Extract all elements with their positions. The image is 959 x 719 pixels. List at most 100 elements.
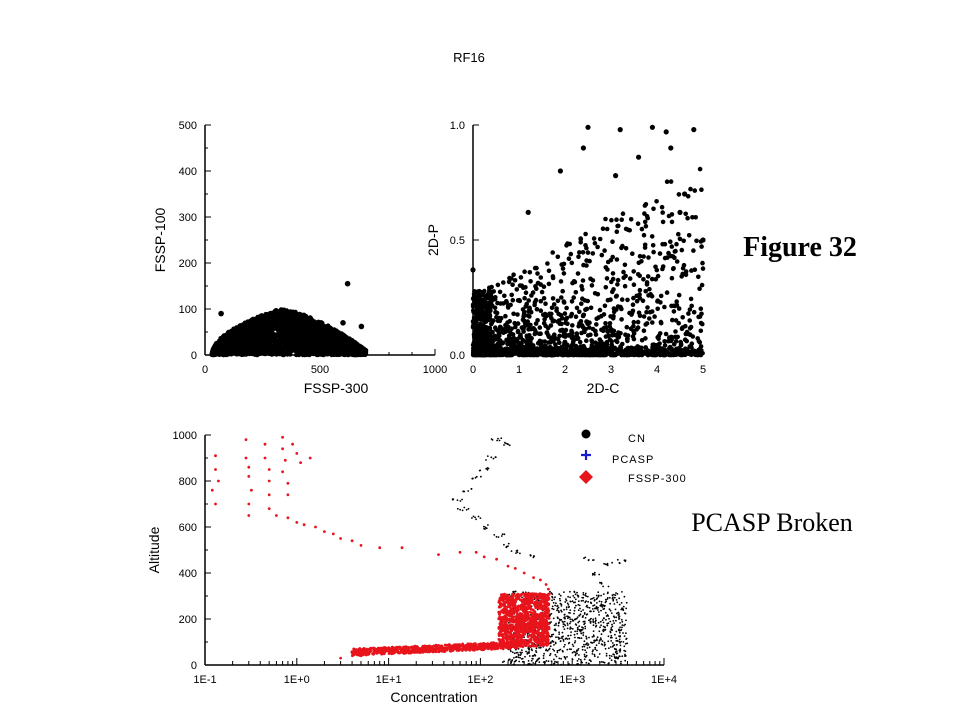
fssp-point bbox=[310, 330, 316, 335]
twod-point bbox=[683, 323, 688, 329]
twod-point bbox=[580, 313, 586, 319]
twod-x-label: 2D-C bbox=[587, 380, 620, 396]
twod-point bbox=[611, 287, 616, 292]
twod-point bbox=[662, 255, 668, 261]
cn-point bbox=[529, 554, 532, 556]
twod-point bbox=[696, 339, 702, 344]
twod-point bbox=[635, 221, 641, 226]
twod-point bbox=[581, 262, 586, 268]
twod-point bbox=[498, 301, 504, 306]
fssp-point bbox=[276, 309, 281, 314]
cn-point bbox=[582, 593, 585, 596]
twod-point bbox=[513, 322, 519, 327]
cn-point bbox=[603, 562, 605, 565]
twod-point bbox=[554, 306, 559, 311]
cn-point bbox=[582, 592, 585, 594]
cn-point bbox=[517, 656, 520, 659]
twod-point bbox=[651, 249, 656, 255]
twod-point bbox=[518, 341, 524, 347]
twod-point bbox=[584, 245, 589, 251]
twod-point bbox=[518, 335, 524, 340]
twod-point bbox=[519, 283, 525, 289]
fssp-point bbox=[321, 346, 327, 352]
twod-point bbox=[636, 154, 642, 160]
cn-point bbox=[571, 643, 574, 646]
twod-point bbox=[521, 347, 526, 352]
twod-point bbox=[677, 209, 683, 215]
cn-point bbox=[531, 655, 534, 657]
twod-point bbox=[500, 341, 505, 346]
fssp-y-tick-label: 300 bbox=[179, 212, 197, 224]
twod-point bbox=[690, 334, 696, 339]
fssp-point bbox=[349, 346, 355, 351]
twod-point bbox=[699, 244, 704, 249]
twod-point bbox=[600, 349, 606, 354]
twod-point bbox=[503, 313, 508, 319]
twod-y-label: 2D-P bbox=[425, 224, 441, 256]
twod-point bbox=[659, 346, 665, 351]
twod-point bbox=[541, 284, 547, 290]
fssp-point bbox=[223, 333, 228, 339]
cn-point bbox=[483, 525, 485, 528]
fssp-point bbox=[234, 335, 240, 341]
fssp-point bbox=[313, 345, 319, 351]
twod-point bbox=[697, 166, 703, 172]
twod-point bbox=[691, 309, 697, 315]
twod-point bbox=[658, 293, 664, 299]
fssp-point bbox=[305, 327, 310, 333]
twod-point bbox=[631, 282, 637, 288]
fssp-point bbox=[268, 322, 274, 327]
cn-point bbox=[543, 652, 545, 655]
fssp-point bbox=[322, 340, 327, 345]
twod-point bbox=[478, 310, 483, 316]
twod-point bbox=[498, 315, 504, 321]
cn-point bbox=[474, 516, 476, 519]
cn-point bbox=[569, 596, 571, 599]
cn-point bbox=[507, 443, 509, 446]
fssp-y-tick-label: 100 bbox=[179, 304, 197, 316]
fssp-point bbox=[246, 325, 251, 330]
twod-point bbox=[583, 307, 588, 313]
twod-point bbox=[682, 337, 688, 343]
cn-point bbox=[485, 459, 487, 461]
fssp-point bbox=[262, 348, 268, 354]
fssp-point bbox=[308, 324, 314, 329]
fssp-point bbox=[302, 321, 308, 326]
twod-point bbox=[656, 336, 661, 342]
cn-point bbox=[508, 444, 511, 447]
cn-point bbox=[592, 618, 595, 621]
twod-point bbox=[614, 257, 620, 262]
twod-point bbox=[476, 316, 481, 321]
twod-point bbox=[560, 288, 565, 294]
cn-point bbox=[467, 507, 470, 510]
twod-point bbox=[621, 275, 626, 281]
fssp-point bbox=[235, 342, 241, 348]
twod-point bbox=[485, 292, 490, 297]
cn-point bbox=[576, 630, 579, 633]
twod-point bbox=[591, 236, 597, 241]
fssp-point bbox=[276, 328, 282, 334]
fssp-point bbox=[301, 313, 307, 319]
twod-point bbox=[644, 280, 650, 285]
cn-point bbox=[500, 535, 503, 537]
fssp-point bbox=[329, 331, 335, 337]
cn-point bbox=[486, 467, 489, 469]
twod-point bbox=[602, 303, 608, 309]
twod-point bbox=[483, 332, 488, 337]
twod-point bbox=[689, 341, 695, 347]
twod-point bbox=[572, 348, 577, 354]
twod-point bbox=[622, 262, 628, 268]
fssp-point bbox=[328, 346, 333, 352]
fssp-marks bbox=[209, 280, 369, 358]
twod-point bbox=[673, 318, 679, 323]
twod-point bbox=[588, 305, 594, 311]
twod-point bbox=[602, 248, 607, 253]
twod-point bbox=[530, 290, 536, 295]
twod-point bbox=[580, 350, 586, 355]
fssp-point bbox=[238, 335, 243, 341]
twod-point bbox=[639, 259, 644, 264]
twod-point bbox=[679, 347, 684, 352]
fssp-point bbox=[262, 327, 267, 333]
fssp-point bbox=[255, 316, 261, 321]
twod-point bbox=[502, 293, 507, 299]
